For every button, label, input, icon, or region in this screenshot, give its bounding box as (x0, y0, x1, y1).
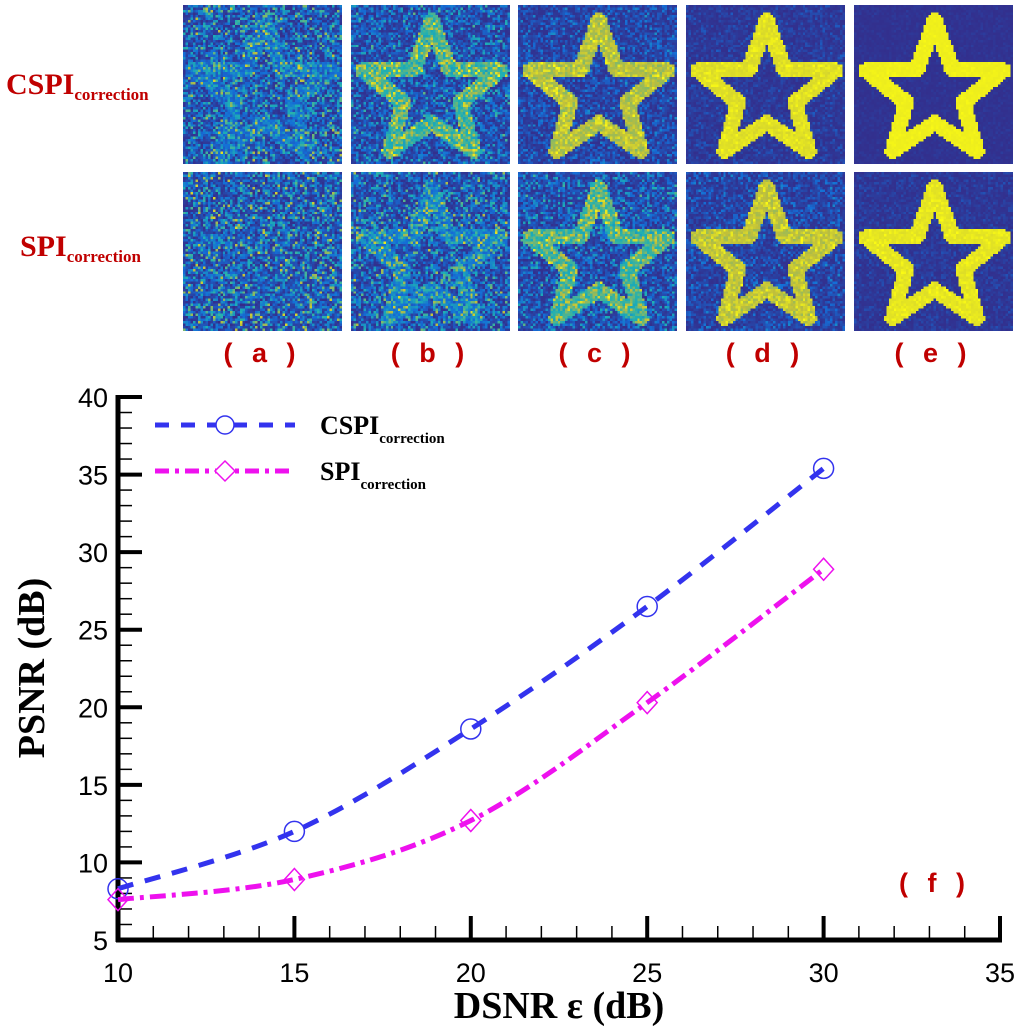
reconstruction-image-cspi-d (686, 5, 845, 164)
row-label-sub: correction (66, 247, 141, 266)
reconstruction-image-spi-c (518, 172, 677, 331)
reconstruction-image-spi-a (183, 172, 342, 331)
panel-label-a: ( a ) (223, 338, 302, 368)
data-point-cspi (283, 820, 306, 843)
row-label-main: SPI (20, 230, 67, 263)
y-tick-label: 40 (78, 383, 108, 413)
reconstruction-image-spi-b (351, 172, 510, 331)
reconstruction-image-cspi-e (854, 5, 1013, 164)
data-point-spi (459, 808, 482, 833)
x-tick-label: 10 (103, 958, 133, 988)
legend-label-spi: SPIcorrection (320, 457, 427, 493)
y-tick-label: 30 (78, 538, 108, 568)
row-label-main: CSPI (6, 68, 75, 101)
reconstruction-image-spi-e (854, 172, 1013, 331)
x-tick-label: 15 (279, 958, 309, 988)
y-tick-label: 15 (78, 771, 108, 801)
data-point-spi (636, 690, 659, 715)
reconstruction-image-cspi-a (183, 5, 342, 164)
legend-marker-diamond (213, 459, 237, 483)
data-point-spi (812, 557, 835, 582)
y-axis-label: PSNR (dB) (11, 578, 53, 759)
y-tick-label: 5 (93, 926, 108, 956)
data-point-cspi (636, 595, 658, 618)
panel-label-e: ( e ) (894, 338, 973, 368)
row-label-cspi: CSPIcorrection (6, 68, 149, 105)
panel-label-b: ( b ) (390, 338, 471, 368)
y-tick-label: 25 (78, 616, 108, 646)
reconstruction-image-spi-d (686, 172, 845, 331)
data-point-spi (283, 867, 306, 892)
reconstruction-image-cspi-b (351, 5, 510, 164)
panel-label-d: ( d ) (725, 338, 806, 368)
x-tick-label: 20 (456, 958, 486, 988)
legend-label-cspi: CSPIcorrection (320, 411, 445, 447)
x-axis-label: DSNR ε (dB) (454, 985, 664, 1027)
data-point-spi (106, 887, 130, 912)
reconstruction-image-cspi-c (518, 5, 677, 164)
row-label-sub: correction (74, 85, 149, 104)
panel-label-c: ( c ) (558, 338, 637, 368)
series-line-cspi (117, 466, 826, 892)
x-tick-label: 25 (632, 958, 662, 988)
legend: CSPIcorrection SPIcorrection (155, 411, 445, 493)
row-label-spi: SPIcorrection (20, 230, 141, 267)
y-tick-label: 20 (78, 693, 108, 723)
y-tick-label: 35 (78, 461, 108, 491)
legend-marker-circle (215, 415, 235, 435)
data-point-cspi (812, 457, 835, 480)
x-tick-label: 35 (985, 958, 1015, 988)
data-point-cspi (460, 718, 482, 740)
panel-label-f: ( f ) (899, 868, 971, 898)
series-line-spi (117, 567, 826, 903)
y-tick-label: 10 (78, 848, 108, 878)
x-tick-label: 30 (809, 958, 839, 988)
